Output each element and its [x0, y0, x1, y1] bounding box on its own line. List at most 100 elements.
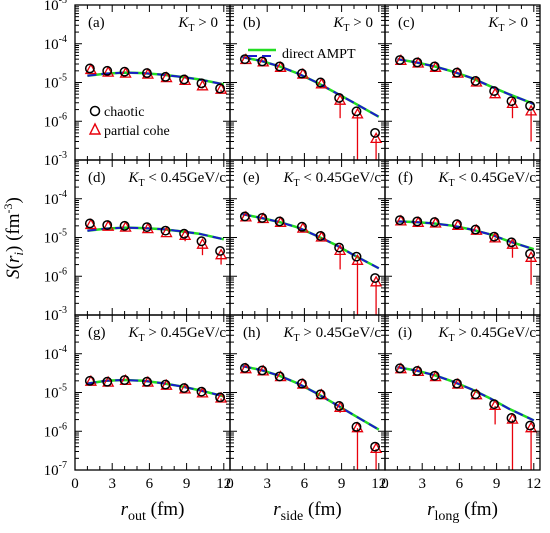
kt-cut-label: KT > 0 — [487, 15, 528, 34]
chaotic-point — [489, 86, 500, 97]
y-tick-label: 10-4 — [44, 189, 67, 208]
chaotic-point — [215, 83, 226, 94]
chaotic-point — [315, 230, 326, 241]
chaotic-point — [196, 78, 207, 89]
y-tick-label: 10-3 — [44, 0, 67, 14]
x-tick-label: 6 — [456, 476, 464, 492]
panel-b: (b) KT > 0 direct AMPT — [229, 4, 386, 161]
chaotic-point — [196, 386, 207, 397]
y-tick-label: 10-4 — [44, 344, 67, 363]
direct-ampt-line-blue-dashed — [242, 56, 380, 118]
direct-ampt-line-blue-dashed — [397, 220, 535, 251]
panel-letter: (e) — [243, 170, 260, 186]
panel-f: (f) KT < 0.45GeV/c — [384, 159, 541, 316]
chaotic-point — [239, 54, 250, 65]
panel-c: (c) KT > 0 — [384, 4, 541, 161]
panel-letter: (g) — [88, 325, 106, 341]
chaotic-point — [370, 273, 381, 283]
chaotic-point — [160, 71, 171, 82]
chaotic-point — [257, 212, 268, 223]
panel-plot-area — [394, 214, 538, 285]
chaotic-point — [274, 371, 285, 382]
chaotic-point — [296, 221, 307, 232]
panel-plot-area — [394, 54, 538, 142]
chaotic-point — [119, 375, 130, 385]
x-axis-title: rside (fm) — [273, 499, 341, 524]
chaotic-point — [102, 65, 113, 76]
chaotic-point — [334, 400, 345, 411]
chaotic-point — [506, 413, 517, 423]
panel-plot-area — [84, 218, 228, 265]
chaotic-point — [394, 363, 405, 374]
panel-plot-area — [239, 53, 383, 160]
chaotic-point — [239, 363, 250, 373]
kt-cut-label: KT > 0 — [332, 15, 373, 34]
chaotic-point — [506, 237, 517, 248]
chaotic-point — [334, 92, 345, 103]
legend-lines: direct AMPT — [248, 47, 356, 62]
x-axis-title: rout (fm) — [121, 499, 185, 524]
y-tick-label: 10-5 — [44, 383, 67, 402]
panel-e: (e) KT < 0.45GeV/c — [229, 159, 386, 316]
chaotic-point — [257, 365, 268, 376]
direct-ampt-line-blue-dashed — [242, 365, 380, 431]
chaotic-point — [296, 68, 307, 79]
chaotic-point — [315, 77, 326, 88]
panel-a: (a) KT > 0 chaotic partial cohe — [74, 4, 231, 161]
panel-g: (g) KT > 0.45GeV/c — [74, 314, 231, 471]
panel-plot-area — [84, 373, 228, 403]
chaotic-point — [451, 378, 462, 389]
chaotic-point — [179, 383, 190, 394]
chaotic-point — [429, 370, 440, 381]
chaotic-point — [470, 75, 481, 86]
y-tick-label: 10-5 — [44, 228, 67, 247]
x-tick-label: 0 — [381, 476, 389, 492]
direct-ampt-line-blue-dashed — [397, 366, 535, 422]
x-tick-label: 12 — [371, 476, 386, 492]
x-tick-label: 6 — [146, 476, 154, 492]
direct-ampt-line-green — [242, 364, 380, 431]
direct-ampt-line-blue-dashed — [397, 58, 535, 105]
x-tick-label: 0 — [226, 476, 234, 492]
y-tick-label: 10-3 — [44, 150, 67, 169]
panel-letter: (d) — [88, 170, 106, 186]
x-tick-label: 9 — [183, 476, 191, 492]
chaotic-point — [506, 96, 517, 107]
legend-partial-marker — [88, 122, 102, 135]
panel-letter: (i) — [398, 325, 412, 341]
chaotic-point — [451, 219, 462, 230]
chaotic-point — [370, 441, 381, 452]
chaotic-point — [102, 220, 113, 230]
chaotic-point — [102, 376, 113, 387]
labels-layer: rout (fm) rside (fm) rlong (fm) S(ri) (fm-3… — [1, 197, 498, 524]
y-tick-label: 10-6 — [44, 111, 67, 130]
direct-ampt-line-blue-dashed — [87, 378, 225, 398]
chaotic-point — [84, 63, 95, 74]
legend-label: chaotic — [104, 105, 144, 120]
x-tick-label: 3 — [263, 476, 271, 492]
chaotic-point — [351, 251, 362, 262]
chaotic-point — [141, 222, 152, 233]
x-tick-label: 9 — [338, 476, 346, 492]
y-tick-label: 10-6 — [44, 421, 67, 440]
panel-letter: (h) — [243, 325, 261, 341]
chaotic-point — [351, 106, 362, 117]
chaotic-point — [160, 379, 171, 390]
chaotic-point — [429, 61, 440, 72]
chaotic-point — [489, 399, 500, 410]
chaotic-point — [141, 376, 152, 387]
chaotic-point — [394, 215, 405, 226]
chaotic-point — [196, 236, 207, 247]
kt-cut-label: KT > 0.45GeV/c — [283, 325, 382, 344]
chaotic-point — [412, 57, 423, 68]
chaotic-point — [429, 217, 440, 228]
legend-label: direct AMPT — [282, 47, 356, 62]
chaotic-point — [296, 378, 307, 389]
y-tick-label: 10-4 — [44, 34, 67, 53]
chaotic-point — [525, 248, 536, 259]
kt-cut-label: KT > 0.45GeV/c — [128, 325, 227, 344]
legend-label: partial cohe — [104, 124, 170, 139]
partial-point — [369, 132, 383, 144]
chaotic-point — [412, 216, 423, 227]
